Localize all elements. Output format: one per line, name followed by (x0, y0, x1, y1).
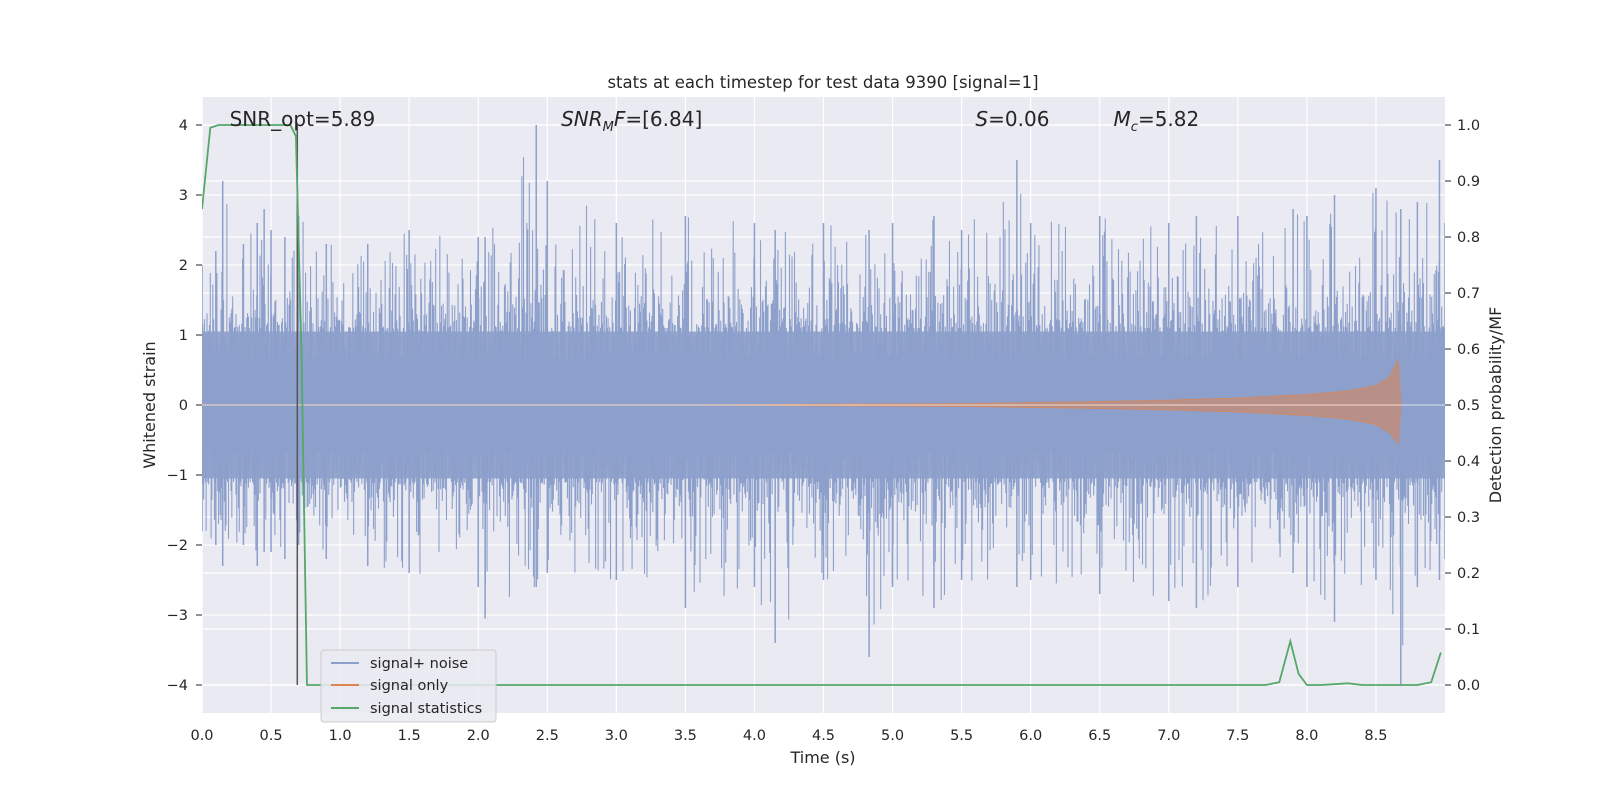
legend-label-noise: signal+ noise (370, 656, 468, 672)
y-tick-label-1: −3 (167, 608, 188, 624)
x-tick-label-11: 5.5 (950, 728, 973, 744)
x-tick-label-13: 6.5 (1088, 728, 1111, 744)
y-tick-label-3: −1 (167, 468, 188, 484)
y-axis-label: Whitened strain (140, 341, 159, 468)
annotation-1-value: =[6.84] (625, 107, 702, 131)
y-tick-label-4: 0 (179, 398, 188, 414)
y2-tick-label-6: 0.6 (1457, 342, 1480, 358)
annotation-1-base: SNR (561, 107, 603, 131)
y-axis-ticks: −4 −3 −2 −1 0 1 2 3 4 (167, 118, 202, 694)
legend-label-signal: signal only (370, 678, 449, 694)
annotation-1-sub: M (603, 120, 614, 135)
y-tick-label-8: 4 (179, 118, 188, 134)
y2-tick-label-3: 0.3 (1457, 510, 1480, 526)
x-tick-label-4: 2.0 (467, 728, 490, 744)
legend: signal+ noise signal only signal statist… (320, 649, 497, 723)
x-tick-label-0: 0.0 (190, 728, 213, 744)
x-tick-label-1: 0.5 (260, 728, 283, 744)
y2-tick-label-5: 0.5 (1457, 398, 1480, 414)
y-tick-label-2: −2 (167, 538, 188, 554)
y2-tick-label-8: 0.8 (1457, 230, 1480, 246)
annotation-3-sub: c (1131, 120, 1138, 135)
annotation-3-base: M (1114, 107, 1131, 131)
annotation-1: SNRMF=[6.84] (561, 107, 702, 135)
x-tick-label-14: 7.0 (1157, 728, 1180, 744)
x-tick-label-12: 6.0 (1019, 728, 1042, 744)
x-axis-ticks: 0.0 0.5 1.0 1.5 2.0 2.5 3.0 3.5 4.0 4.5 5.0 5.5 6.0 6… (190, 728, 1387, 744)
y2-tick-label-7: 0.7 (1457, 286, 1480, 302)
x-tick-label-5: 2.5 (536, 728, 559, 744)
x-tick-label-17: 8.5 (1364, 728, 1387, 744)
y2-tick-label-9: 0.9 (1457, 174, 1480, 190)
annotation-2-base: S (975, 107, 988, 131)
y2-tick-label-1: 0.1 (1457, 622, 1480, 638)
annotation-0-base: SNR_opt=5.89 (230, 107, 376, 131)
series-layer (202, 124, 1445, 686)
y2-tick-label-0: 0.0 (1457, 678, 1480, 694)
x-tick-label-8: 4.0 (743, 728, 766, 744)
x-tick-label-10: 5.0 (881, 728, 904, 744)
legend-label-stats: signal statistics (370, 701, 482, 717)
chart-title: stats at each timestep for test data 939… (607, 73, 1038, 92)
legend-box (320, 649, 497, 723)
x-tick-label-16: 8.0 (1295, 728, 1318, 744)
y-tick-label-7: 3 (179, 188, 188, 204)
y2-axis-ticks: 0.0 0.1 0.2 0.3 0.4 0.5 0.6 0.7 0.8 0.9 1.0 (1445, 118, 1480, 694)
y2-tick-label-4: 0.4 (1457, 454, 1480, 470)
y2-tick-label-2: 0.2 (1457, 566, 1480, 582)
annotation-2-rest: =0.06 (988, 107, 1049, 131)
annotation-3-rest: =5.82 (1138, 107, 1199, 131)
annotations: SNR_opt=5.89 SNRMF=[6.84] S=0.06 Mc=5.82 (230, 107, 1200, 135)
x-tick-label-6: 3.0 (605, 728, 628, 744)
x-tick-label-2: 1.0 (329, 728, 352, 744)
y2-axis-label: Detection probability/MF (1486, 307, 1505, 504)
annotation-2: S=0.06 (975, 107, 1049, 131)
annotation-3: Mc=5.82 (1114, 107, 1200, 135)
x-tick-label-15: 7.5 (1226, 728, 1249, 744)
x-tick-label-7: 3.5 (674, 728, 697, 744)
x-tick-label-3: 1.5 (398, 728, 421, 744)
x-tick-label-9: 4.5 (812, 728, 835, 744)
annotation-0: SNR_opt=5.89 (230, 107, 376, 131)
y-tick-label-0: −4 (167, 678, 188, 694)
annotation-1-italic-f: F (614, 107, 626, 131)
y2-tick-label-10: 1.0 (1457, 118, 1480, 134)
series-signal-statistics (202, 124, 1442, 686)
x-axis-label: Time (s) (789, 748, 855, 767)
y-tick-label-5: 1 (179, 328, 188, 344)
annotation-1-rest: F=[6.84] (614, 107, 702, 131)
y-tick-label-6: 2 (179, 258, 188, 274)
